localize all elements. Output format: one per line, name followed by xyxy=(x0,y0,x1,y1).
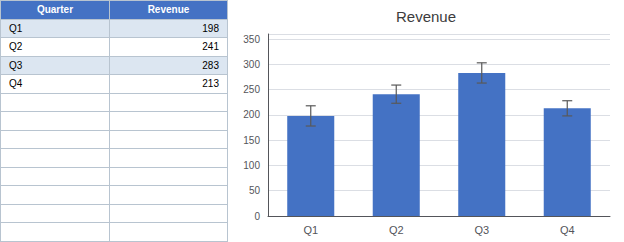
svg-text:Q2: Q2 xyxy=(389,224,404,236)
html-text:198: 198 xyxy=(202,22,219,34)
svg-text:Q4: Q4 xyxy=(560,224,575,236)
svg-text:50: 50 xyxy=(249,185,261,196)
svg-text:250: 250 xyxy=(243,84,260,95)
svg-text:100: 100 xyxy=(243,160,260,171)
html-text:Q1: Q1 xyxy=(9,22,23,34)
svg-text:0: 0 xyxy=(254,211,260,222)
html-text:Q3: Q3 xyxy=(9,59,23,71)
svg-text:Q3: Q3 xyxy=(474,224,489,236)
html-text:241: 241 xyxy=(202,41,219,53)
html-text:Revenue: Revenue xyxy=(147,4,190,16)
html-text:Quarter: Quarter xyxy=(36,4,73,16)
svg-text:300: 300 xyxy=(243,59,260,70)
html-text:Q4: Q4 xyxy=(9,78,23,90)
svg-text:200: 200 xyxy=(243,109,260,120)
html-text:213: 213 xyxy=(202,78,219,90)
svg-text:350: 350 xyxy=(243,34,260,45)
svg-text:Q1: Q1 xyxy=(303,224,318,236)
svg-text:Revenue: Revenue xyxy=(396,8,456,25)
html-text:Q2: Q2 xyxy=(9,41,23,53)
svg-text:150: 150 xyxy=(243,135,260,146)
html-text:283: 283 xyxy=(202,59,219,71)
